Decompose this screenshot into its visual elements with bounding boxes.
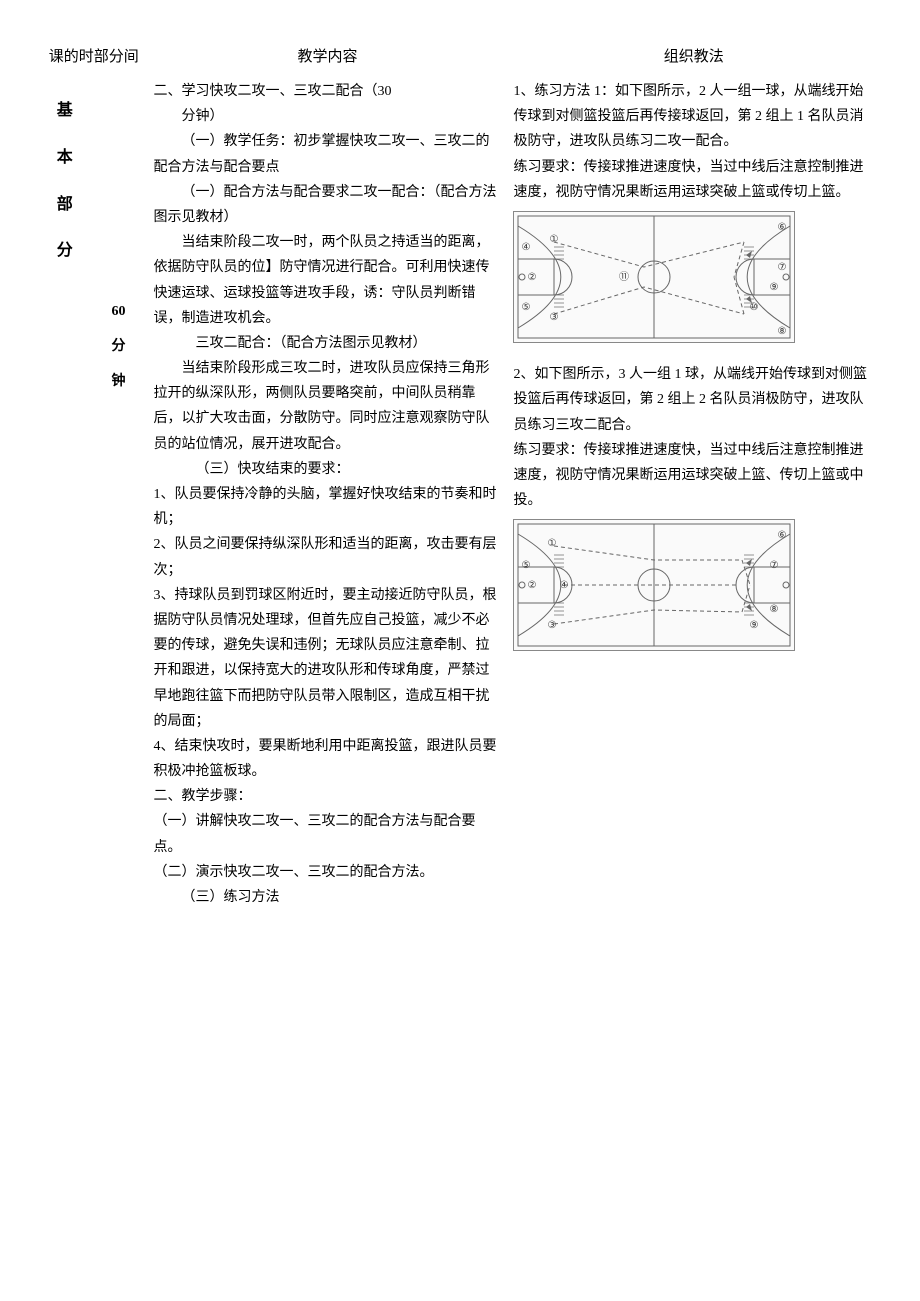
svg-text:①: ①	[548, 538, 557, 549]
svg-text:⑨: ⑨	[750, 620, 759, 631]
svg-text:⑨: ⑨	[770, 282, 779, 293]
svg-text:②: ②	[528, 580, 537, 591]
content-p1: 二、学习快攻二攻一、三攻二配合（30	[154, 79, 502, 104]
teaching-content: 二、学习快攻二攻一、三攻二配合（30 分钟） （一）教学任务：初步掌握快攻二攻一…	[148, 75, 508, 914]
time-unit-1: 分	[95, 334, 141, 359]
content-p8: 1、队员要保持冷静的头脑，掌握好快攻结束的节奏和时机；	[154, 482, 502, 532]
svg-text:③: ③	[550, 312, 559, 323]
svg-text:①: ①	[550, 234, 559, 245]
header-col1: 课的时部分间	[40, 40, 148, 75]
time-label: 60 分 钟	[89, 75, 147, 914]
content-p7: （三）快攻结束的要求：	[154, 457, 502, 482]
content-p11: 4、结束快攻时，要果断地利用中距离投篮，跟进队员要积极冲抢篮板球。	[154, 734, 502, 784]
section-label: 基 本 部 分	[40, 75, 89, 914]
teaching-method: 1、练习方法 1：如下图所示，2 人一组一球，从端线开始传球到对侧篮投篮后再传接…	[507, 75, 880, 914]
method-m3: 2、如下图所示，3 人一组 1 球，从端线开始传球到对侧篮投篮后再传球返回，第 …	[513, 362, 874, 438]
court-diagram-1: ① ② ③ ④ ⑤ ⑥ ⑦ ⑧ ⑨⑩ ⑪	[513, 211, 795, 343]
method-m2: 练习要求：传接球推进速度快，当过中线后注意控制推进速度，视防守情况果断运用运球突…	[513, 155, 874, 205]
section-char-3: 部	[46, 191, 83, 220]
content-p6: 当结束阶段形成三攻二时，进攻队员应保持三角形拉开的纵深队形，两侧队员要略突前，中…	[154, 356, 502, 457]
method-m4: 练习要求：传接球推进速度快，当过中线后注意控制推进速度，视防守情况果断运用运球突…	[513, 438, 874, 514]
svg-text:⑧: ⑧	[778, 326, 787, 337]
svg-text:⑩: ⑩	[750, 302, 759, 313]
svg-text:⑧: ⑧	[770, 604, 779, 615]
section-char-1: 基	[46, 97, 83, 126]
svg-text:⑤: ⑤	[522, 560, 531, 571]
content-p3: （一）配合方法与配合要求二攻一配合：（配合方法图示见教材）	[154, 180, 502, 230]
header-col2: 教学内容	[148, 40, 508, 75]
content-p1b: 分钟）	[154, 104, 502, 129]
time-value: 60	[111, 304, 125, 319]
court-diagram-2: ① ② ③ ④ ⑤ ⑥ ⑦ ⑧⑨	[513, 519, 795, 651]
content-p9: 2、队员之间要保持纵深队形和适当的距离，攻击要有层次；	[154, 532, 502, 582]
svg-text:⑪: ⑪	[619, 271, 629, 283]
header-col3: 组织教法	[507, 40, 880, 75]
content-p13: （一）讲解快攻二攻一、三攻二的配合方法与配合要点。	[154, 809, 502, 859]
content-p10: 3、持球队员到罚球区附近时，要主动接近防守队员，根据防守队员情况处理球，但首先应…	[154, 583, 502, 734]
svg-text:⑦: ⑦	[770, 560, 779, 571]
time-unit-2: 钟	[95, 369, 141, 394]
content-p4: 当结束阶段二攻一时，两个队员之持适当的距离，依据防守队员的位】防守情况进行配合。…	[154, 230, 502, 331]
section-char-4: 分	[46, 237, 83, 266]
content-p15: （三）练习方法	[154, 885, 502, 910]
method-m1: 1、练习方法 1：如下图所示，2 人一组一球，从端线开始传球到对侧篮投篮后再传接…	[513, 79, 874, 155]
svg-text:⑥: ⑥	[778, 222, 787, 233]
svg-text:⑦: ⑦	[778, 262, 787, 273]
svg-text:⑤: ⑤	[522, 302, 531, 313]
svg-text:⑥: ⑥	[778, 530, 787, 541]
svg-text:④: ④	[560, 580, 569, 591]
content-p2: （一）教学任务：初步掌握快攻二攻一、三攻二的配合方法与配合要点	[154, 129, 502, 179]
section-char-2: 本	[46, 144, 83, 173]
content-p14: （二）演示快攻二攻一、三攻二的配合方法。	[154, 860, 502, 885]
svg-text:④: ④	[522, 242, 531, 253]
svg-text:③: ③	[548, 620, 557, 631]
svg-text:②: ②	[528, 272, 537, 283]
content-p12: 二、教学步骤：	[154, 784, 502, 809]
content-p5: 三攻二配合：（配合方法图示见教材）	[154, 331, 502, 356]
